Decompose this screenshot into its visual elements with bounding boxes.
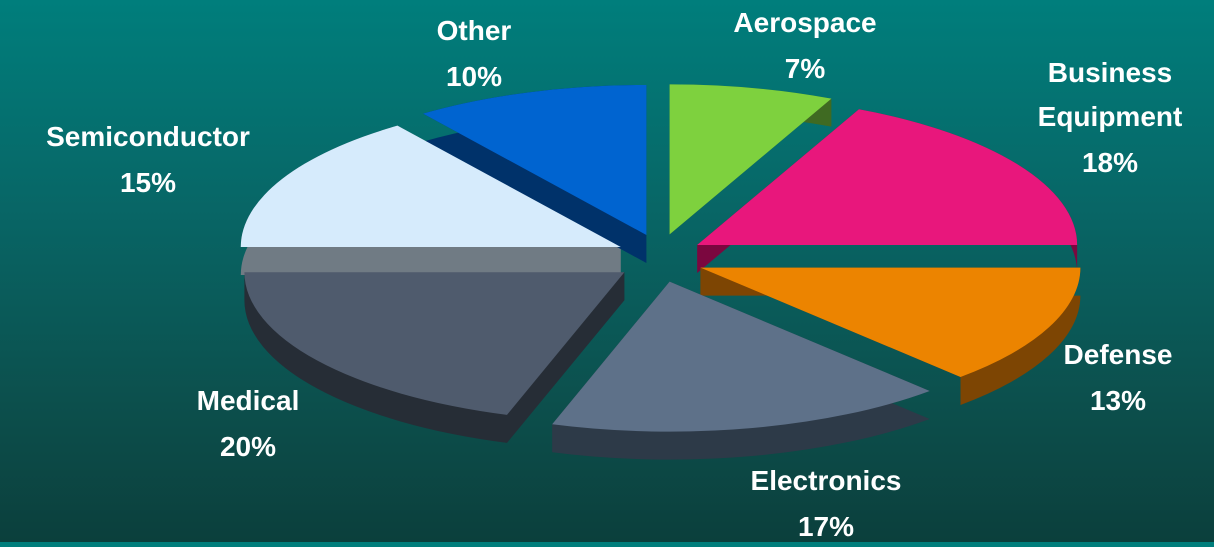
slice-label-other-value: 10%: [446, 61, 502, 92]
slice-label-semiconductor-value: 15%: [120, 167, 176, 198]
slice-tops: [240, 84, 1081, 432]
slice-label-electronics-value: 17%: [798, 511, 854, 542]
slice-label-defense-name: Defense: [1064, 339, 1173, 370]
slice-label-defense: Defense 13%: [1064, 339, 1173, 416]
slice-semiconductor: [240, 125, 621, 248]
slice-defense: [700, 267, 1081, 377]
slice-label-semiconductor-name: Semiconductor: [46, 121, 250, 152]
slice-other: [423, 84, 647, 235]
slice-label-electronics: Electronics 17%: [751, 465, 902, 542]
slice-label-business-equipment-name-line1: Business: [1048, 57, 1173, 88]
slice-label-business-equipment: Business Equipment 18%: [1038, 57, 1183, 178]
slice-electronics: [552, 281, 930, 432]
slice-label-medical-value: 20%: [220, 431, 276, 462]
slice-business-equipment: [697, 109, 1078, 246]
slice-label-business-equipment-name-line2: Equipment: [1038, 101, 1183, 132]
slice-label-business-equipment-value: 18%: [1082, 147, 1138, 178]
slice-label-aerospace-value: 7%: [785, 53, 826, 84]
slice-label-medical-name: Medical: [197, 385, 300, 416]
slice-label-aerospace: Aerospace 7%: [733, 7, 876, 84]
slice-aerospace: [669, 84, 832, 235]
slice-label-other: Other 10%: [437, 15, 512, 92]
slice-label-other-name: Other: [437, 15, 512, 46]
slice-label-semiconductor: Semiconductor 15%: [46, 121, 250, 198]
slice-medical: [244, 272, 625, 415]
slice-label-electronics-name: Electronics: [751, 465, 902, 496]
slice-label-aerospace-name: Aerospace: [733, 7, 876, 38]
slice-label-defense-value: 13%: [1090, 385, 1146, 416]
slice-label-medical: Medical 20%: [197, 385, 300, 462]
